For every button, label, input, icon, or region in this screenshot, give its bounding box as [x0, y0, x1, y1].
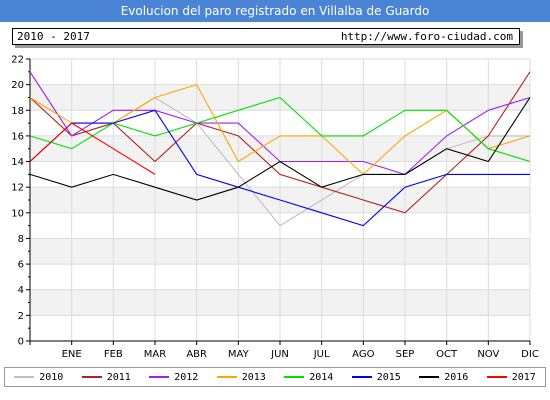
series-line-2016	[29, 97, 531, 201]
legend-item-2010: 2010	[14, 372, 63, 383]
axes	[26, 58, 531, 345]
legend: 2010 2011 2012 2013 2014 2015 2016 2017	[4, 367, 546, 387]
x-tick-label: MAR	[144, 349, 166, 360]
legend-swatch	[284, 376, 305, 378]
legend-label: 2010	[39, 371, 64, 383]
y-tick-label: 20	[11, 80, 24, 91]
legend-label: 2012	[174, 371, 199, 383]
legend-swatch	[351, 376, 372, 378]
source-url: http://www.foro-ciudad.com	[340, 30, 513, 43]
x-tick-label: ABR	[186, 349, 207, 360]
y-tick-label: 16	[11, 131, 24, 142]
y-tick-label: 18	[11, 106, 24, 117]
x-tick-label: ENE	[62, 349, 82, 360]
legend-label: 2013	[241, 371, 266, 383]
series-line-2017	[29, 122, 156, 175]
legend-item-2013: 2013	[216, 371, 266, 383]
y-tick-labels: 0 2 4 6 8 10 12 14 16 18 20 22	[11, 55, 24, 348]
legend-swatch	[419, 376, 440, 378]
period-label: 2010 - 2017	[17, 30, 90, 43]
y-tick-label: 4	[18, 285, 24, 296]
legend-item-2014: 2014	[284, 372, 333, 383]
series-lines	[29, 71, 531, 227]
series-line-2015	[29, 109, 530, 227]
legend-item-2016: 2016	[419, 372, 468, 383]
x-tick-label: OCT	[436, 349, 458, 360]
y-tick-label: 12	[11, 183, 24, 194]
x-tick-label: AGO	[352, 349, 374, 360]
y-tick-label: 0	[18, 337, 24, 348]
y-tick-label: 2	[18, 311, 24, 322]
chart-title: Evolucion del paro registrado en Villalb…	[0, 0, 550, 22]
legend-item-2011: 2011	[81, 371, 131, 383]
legend-label: 2015	[376, 371, 401, 383]
legend-label: 2014	[309, 371, 334, 383]
x-tick-label: MAY	[228, 349, 250, 360]
legend-swatch	[216, 376, 237, 378]
legend-swatch	[14, 376, 35, 378]
y-tick-label: 14	[11, 157, 24, 168]
y-tick-label: 22	[11, 55, 24, 66]
y-tick-label: 8	[18, 234, 24, 245]
info-box: 2010 - 2017 http://www.foro-ciudad.com	[12, 28, 520, 45]
legend-label: 2017	[511, 371, 536, 383]
legend-item-2012: 2012	[149, 372, 198, 383]
legend-swatch	[81, 376, 102, 378]
legend-swatch	[149, 376, 170, 378]
x-tick-label: DIC	[521, 349, 539, 360]
legend-item-2017: 2017	[486, 371, 536, 383]
y-tick-label: 10	[11, 208, 24, 219]
legend-label: 2016	[444, 371, 469, 383]
x-tick-label: SEP	[396, 349, 415, 360]
x-tick-label: FEB	[104, 349, 123, 360]
x-tick-labels: ENE FEB MAR ABR MAY JUN JUL AGO SEP OCT NOV DIC	[62, 349, 539, 360]
legend-swatch	[486, 376, 507, 378]
legend-label: 2011	[106, 371, 131, 383]
x-tick-label: NOV	[477, 349, 499, 360]
x-tick-label: JUL	[313, 349, 330, 360]
legend-item-2015: 2015	[351, 371, 401, 383]
y-tick-label: 6	[18, 260, 24, 271]
x-tick-label: JUN	[270, 349, 289, 360]
